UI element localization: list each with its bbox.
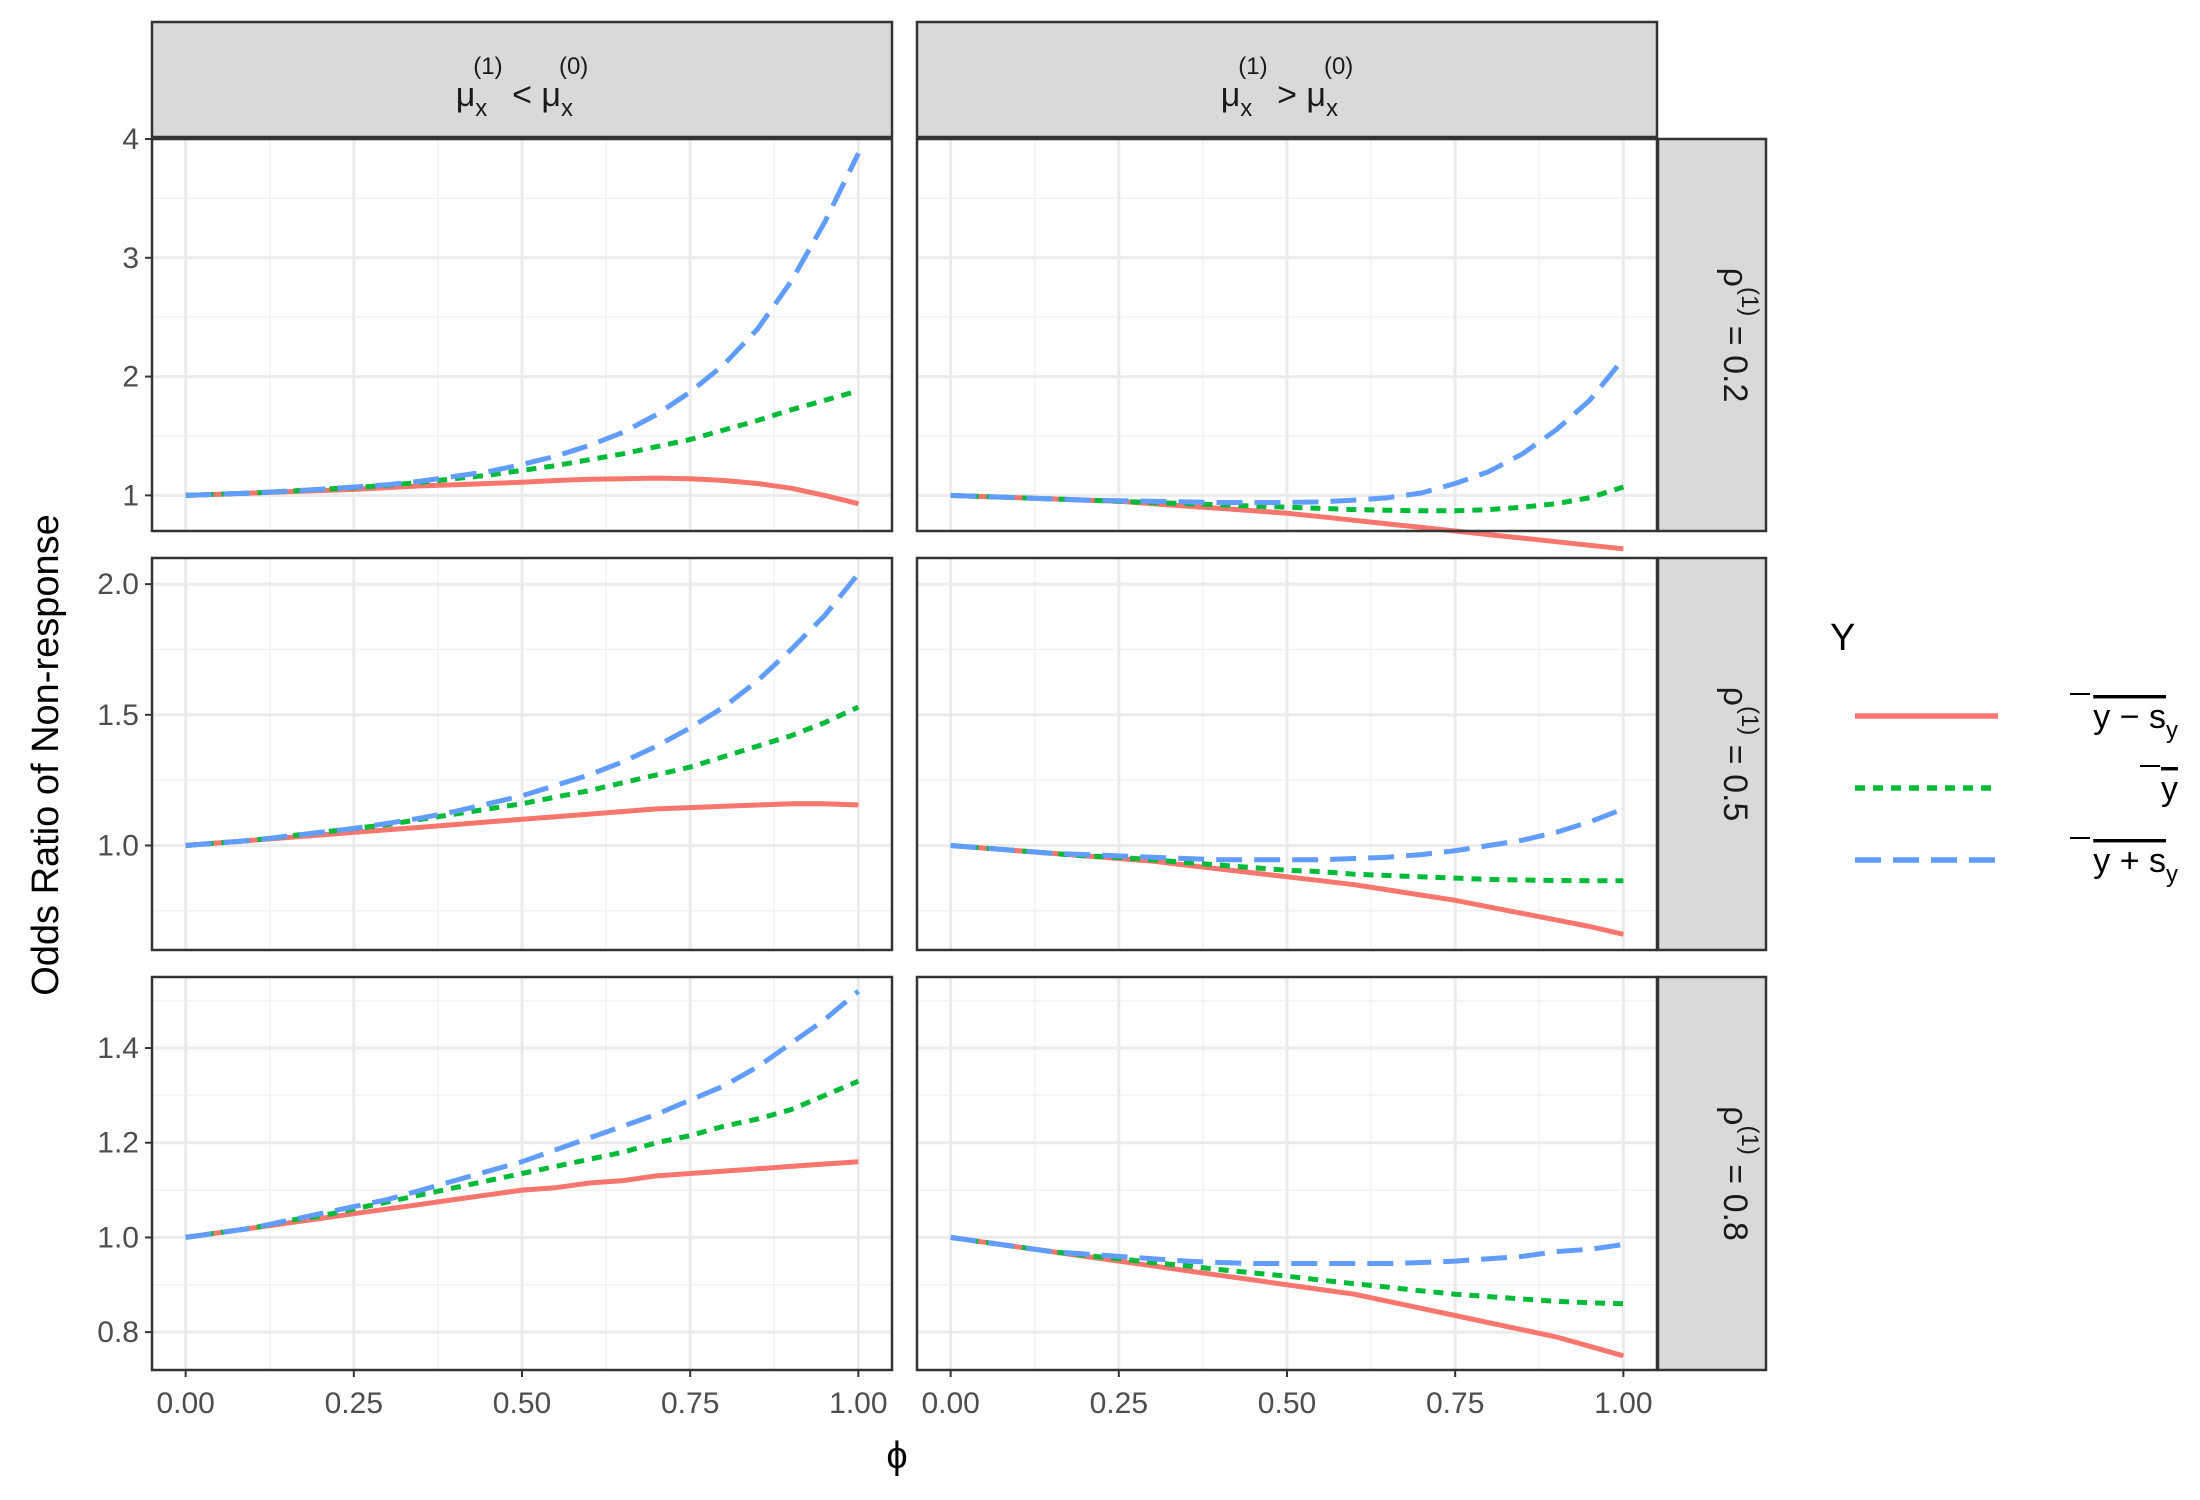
row-strip-label: ρ(1) = 0.5 (1716, 687, 1763, 822)
strip-background (1656, 556, 1768, 952)
x-tick-label: 0.25 (1090, 1387, 1148, 1420)
panel-r0-c1 (915, 137, 1659, 552)
x-axis-title: ϕ (886, 1435, 907, 1477)
y-tick-label: 1.0 (97, 1221, 139, 1254)
panel-r2-c1 (915, 975, 1659, 1372)
y-tick-label: 1 (122, 479, 139, 512)
panel-r1-c1 (915, 556, 1659, 952)
column-strip-1: μx(1) > μx(0) (915, 20, 1659, 139)
y-tick-label: 1.2 (97, 1127, 139, 1160)
x-tick-label: 1.00 (829, 1387, 887, 1420)
x-tick-label: 0.25 (325, 1387, 383, 1420)
column-strip-label: μx(1) > μx(0) (1221, 53, 1354, 122)
legend-label-minus-sd: y − sy (2093, 698, 2178, 744)
row-strip-1: ρ(1) = 0.5 (1656, 556, 1768, 952)
x-tick-label: 1.00 (1594, 1387, 1652, 1420)
y-tick-label: 3 (122, 242, 139, 275)
strip-background (1656, 975, 1768, 1372)
series-line-mean (185, 1078, 860, 1240)
panel-r0-c0 (150, 137, 894, 533)
row-strip-label: ρ(1) = 0.2 (1716, 268, 1763, 403)
column-strip-0: μx(1) < μx(0) (150, 20, 894, 139)
y-tick-label: 2 (122, 361, 139, 394)
series-line-mean (950, 484, 1625, 514)
legend-label-plus-sd: y + sy (2093, 842, 2178, 888)
y-axis-title: Odds Ratio of Non-response (25, 514, 67, 996)
column-strip-label: μx(1) < μx(0) (456, 53, 589, 122)
row-strip-0: ρ(1) = 0.2 (1656, 137, 1768, 533)
strip-background (915, 20, 1659, 139)
series-line-plus-sd (185, 572, 861, 848)
panels-layer (150, 137, 1659, 1372)
series-line-mean (185, 388, 860, 498)
y-tick-label: 2.0 (97, 568, 139, 601)
axes-layer: 1 2 3 4 1.0 1.5 2.0 0.8 1.0 1.2 1.4 0.00 0.25 0.50 0.7… (25, 123, 1653, 1477)
legend-title: Y (1830, 617, 1855, 659)
y-tick-label: 0.8 (97, 1316, 139, 1349)
series-line-plus-sd (185, 989, 861, 1240)
panel-border (150, 137, 894, 533)
series-line-mean (950, 1234, 1624, 1307)
strip-background (150, 20, 894, 139)
x-tick-label: 0.75 (1426, 1387, 1484, 1420)
y-tick-label: 1.0 (97, 829, 139, 862)
strips-layer: μx(1) < μx(0) μx(1) > μx(0) ρ(1) = 0.2 ρ(1)… (150, 20, 1768, 1372)
panel-border (150, 556, 894, 952)
x-tick-label: 0.50 (493, 1387, 551, 1420)
legend-layer: Yy − sy y y + sy (1830, 617, 2178, 888)
panel-r1-c0 (150, 556, 894, 952)
x-tick-label: 0.75 (661, 1387, 719, 1420)
series-line-mean (185, 704, 860, 848)
strip-background (1656, 137, 1768, 533)
y-tick-label: 1.5 (97, 699, 139, 732)
row-strip-label: ρ(1) = 0.8 (1716, 1106, 1763, 1241)
y-tick-label: 1.4 (97, 1032, 139, 1065)
x-tick-label: 0.00 (156, 1387, 214, 1420)
series-line-mean (950, 843, 1624, 884)
row-strip-2: ρ(1) = 0.8 (1656, 975, 1768, 1372)
x-tick-label: 0.50 (1258, 1387, 1316, 1420)
panel-r2-c0 (150, 975, 894, 1372)
legend-label-mean: y (2161, 770, 2178, 808)
x-tick-label: 0.00 (921, 1387, 979, 1420)
y-tick-label: 4 (122, 123, 139, 156)
